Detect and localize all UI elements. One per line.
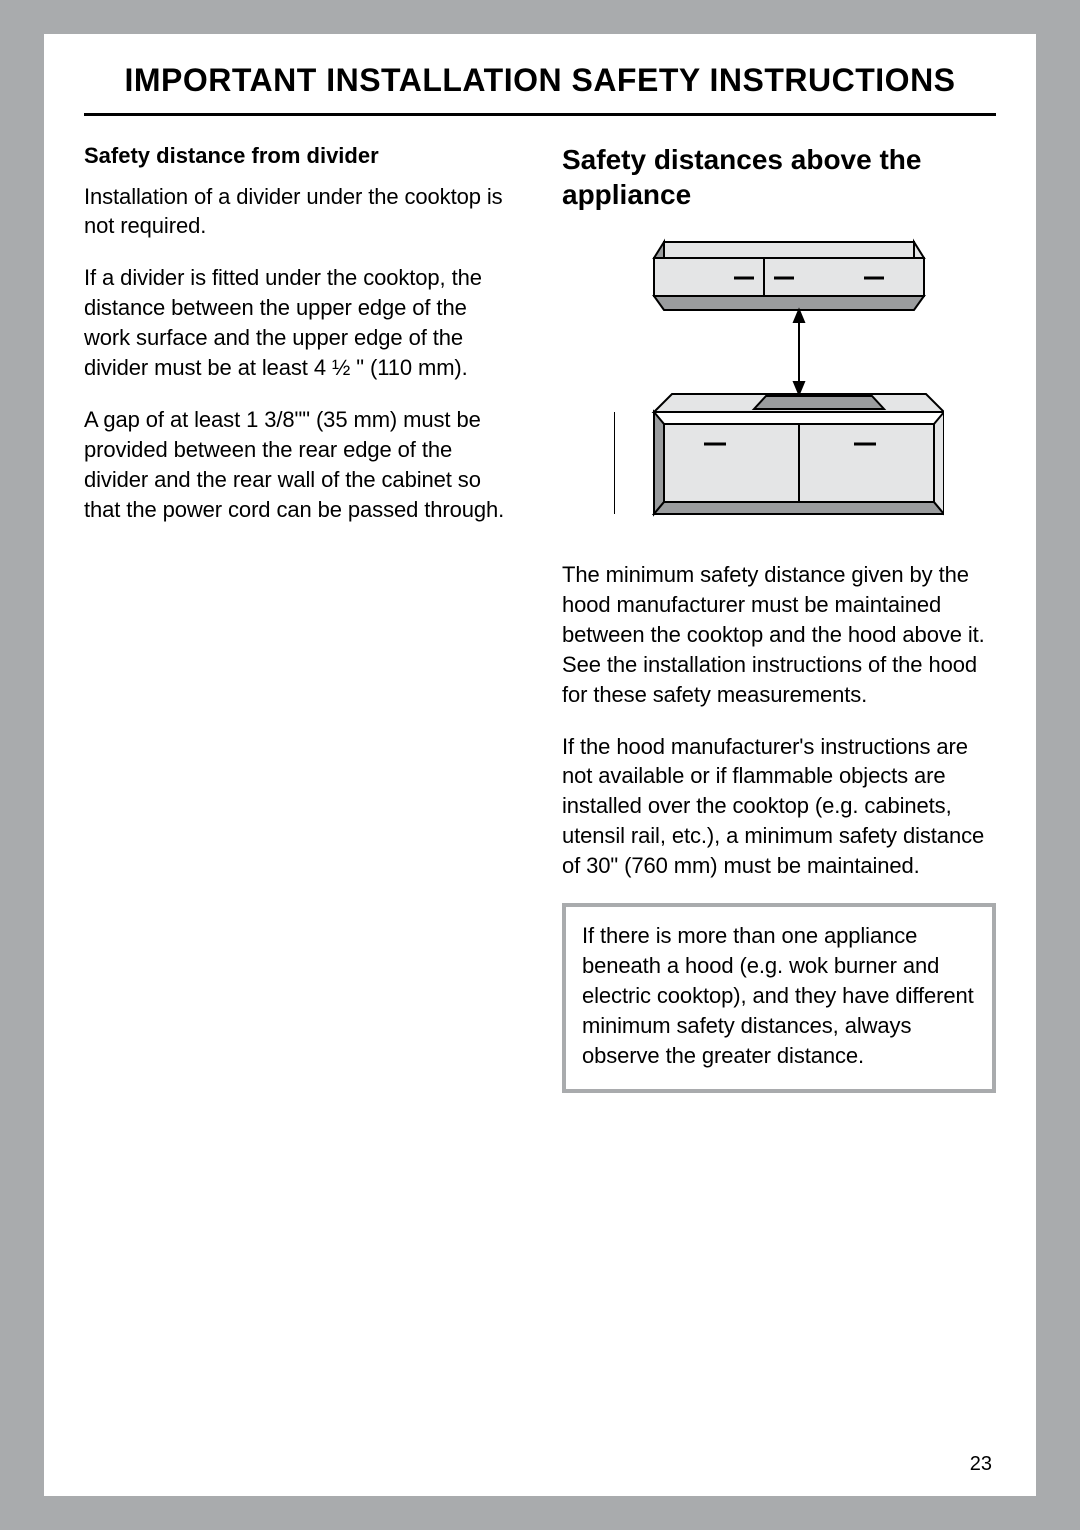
- left-paragraph-3: A gap of at least 1 3/8"" (35 mm) must b…: [84, 405, 518, 525]
- callout-text: If there is more than one appliance bene…: [582, 921, 976, 1071]
- right-paragraph-2: If the hood manufacturer's instructions …: [562, 732, 996, 882]
- two-column-layout: Safety distance from divider Installatio…: [84, 142, 996, 1093]
- cooktop-hood-diagram-icon: [614, 236, 944, 526]
- safety-callout-box: If there is more than one appliance bene…: [562, 903, 996, 1093]
- right-heading: Safety distances above the appliance: [562, 142, 996, 212]
- page-number: 23: [970, 1453, 992, 1476]
- left-paragraph-2: If a divider is fitted under the cooktop…: [84, 263, 518, 383]
- manual-page: IMPORTANT INSTALLATION SAFETY INSTRUCTIO…: [44, 34, 1036, 1496]
- left-column: Safety distance from divider Installatio…: [84, 142, 518, 1093]
- right-column: Safety distances above the appliance: [562, 142, 996, 1093]
- right-paragraph-1: The minimum safety distance given by the…: [562, 560, 996, 710]
- safety-distance-diagram: [562, 236, 996, 526]
- left-heading: Safety distance from divider: [84, 142, 518, 170]
- page-title: IMPORTANT INSTALLATION SAFETY INSTRUCTIO…: [84, 62, 996, 116]
- left-paragraph-1: Installation of a divider under the cook…: [84, 182, 518, 242]
